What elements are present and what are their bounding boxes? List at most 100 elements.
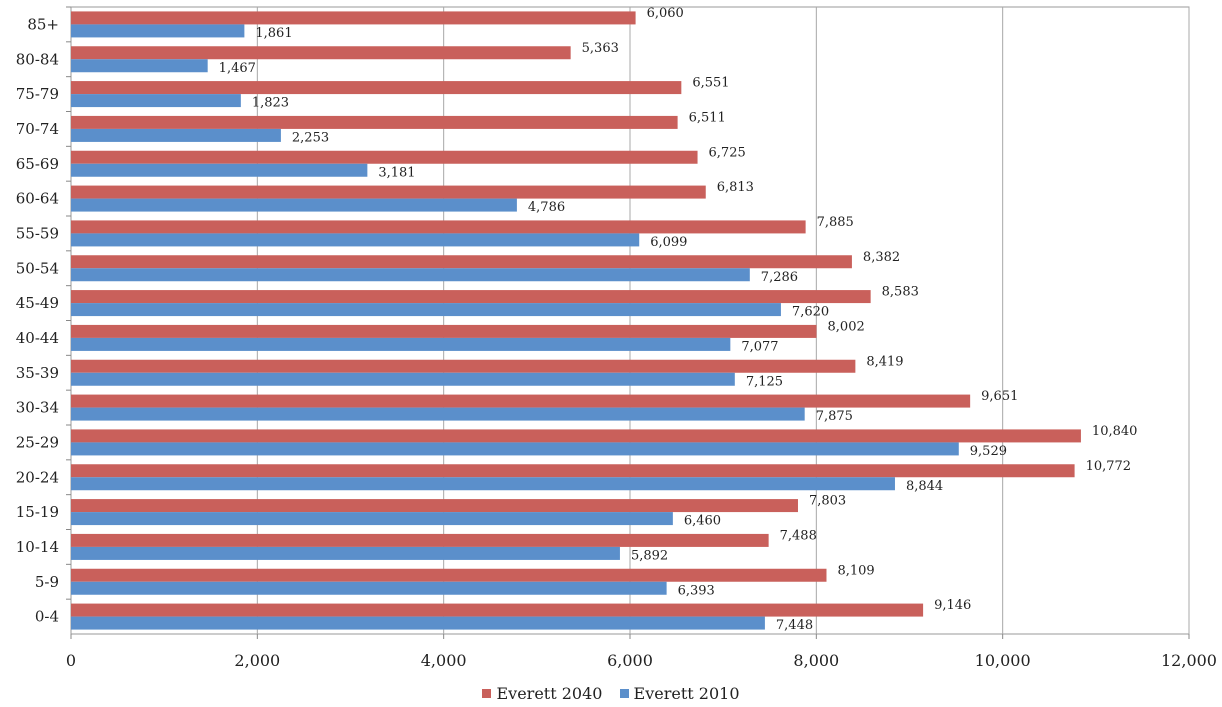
y-tick-label: 50-54 xyxy=(16,259,59,277)
bar-2010 xyxy=(71,94,241,108)
bar-2040 xyxy=(71,499,798,513)
bar-2010 xyxy=(71,163,368,177)
bar-2040 xyxy=(71,46,571,60)
data-label-2010: 5,892 xyxy=(631,548,668,563)
bar-2040 xyxy=(71,324,817,338)
bar-2040 xyxy=(71,255,852,269)
legend-swatch-2040 xyxy=(482,689,492,698)
y-tick-label: 85+ xyxy=(27,15,59,33)
data-label-2040: 8,382 xyxy=(863,250,900,265)
y-tick-label: 40-44 xyxy=(16,329,59,347)
y-tick-label: 10-14 xyxy=(16,538,59,556)
bar-2010 xyxy=(71,268,750,282)
bar-2010 xyxy=(71,407,805,421)
bar-2010 xyxy=(71,616,765,630)
bar-2010 xyxy=(71,24,245,38)
data-label-2010: 7,286 xyxy=(761,270,798,285)
data-label-2040: 6,060 xyxy=(647,6,684,21)
data-label-2010: 7,620 xyxy=(792,305,829,320)
x-tick-label: 8,000 xyxy=(793,651,839,670)
data-label-2010: 3,181 xyxy=(378,165,415,180)
data-label-2010: 7,448 xyxy=(776,618,813,633)
data-label-2040: 8,419 xyxy=(866,354,903,369)
y-tick-label: 75-79 xyxy=(16,85,59,103)
bar-2040 xyxy=(71,290,871,304)
y-tick-label: 5-9 xyxy=(35,573,59,591)
y-tick-label: 60-64 xyxy=(16,190,59,208)
x-tick-label: 0 xyxy=(66,651,76,670)
x-tick-label: 6,000 xyxy=(607,651,653,670)
data-label-2010: 7,875 xyxy=(816,409,853,424)
x-tick-label: 12,000 xyxy=(1161,651,1217,670)
bar-2040 xyxy=(71,533,769,547)
data-label-2010: 6,099 xyxy=(650,235,687,250)
legend-label-2040: Everett 2040 xyxy=(496,684,603,703)
bar-2010 xyxy=(71,372,735,386)
y-tick-label: 45-49 xyxy=(16,294,59,312)
data-label-2040: 6,511 xyxy=(689,110,726,125)
data-label-2040: 7,885 xyxy=(817,215,854,230)
data-label-2040: 7,803 xyxy=(809,494,846,509)
bar-2010 xyxy=(71,128,281,142)
y-tick-label: 20-24 xyxy=(16,468,59,486)
legend: Everett 2040 Everett 2010 xyxy=(0,684,1222,703)
bar-2010 xyxy=(71,59,208,73)
y-tick-label: 0-4 xyxy=(35,608,59,626)
bar-2040 xyxy=(71,220,806,234)
data-label-2010: 9,529 xyxy=(970,444,1007,459)
x-tick-label: 2,000 xyxy=(234,651,280,670)
bar-2040 xyxy=(71,185,706,199)
y-tick-label: 55-59 xyxy=(16,224,59,242)
y-tick-label: 65-69 xyxy=(16,155,59,173)
bar-2040 xyxy=(71,568,827,582)
bar-2010 xyxy=(71,512,673,526)
y-tick-label: 25-29 xyxy=(16,433,59,451)
bar-2040 xyxy=(71,11,636,25)
y-tick-label: 15-19 xyxy=(16,503,59,521)
bar-2010 xyxy=(71,477,895,491)
y-tick-label: 70-74 xyxy=(16,120,59,138)
data-label-2010: 6,393 xyxy=(678,583,715,598)
bar-2040 xyxy=(71,150,698,164)
bar-2010 xyxy=(71,581,667,595)
data-label-2040: 9,651 xyxy=(981,389,1018,404)
data-label-2010: 8,844 xyxy=(906,479,943,494)
bar-2040 xyxy=(71,394,971,408)
data-label-2040: 8,002 xyxy=(828,319,865,334)
bar-2010 xyxy=(71,442,959,456)
bar-2010 xyxy=(71,546,620,560)
legend-item-2040: Everett 2040 xyxy=(482,684,602,703)
legend-label-2010: Everett 2010 xyxy=(633,684,740,703)
bar-2040 xyxy=(71,429,1081,443)
y-tick-label: 35-39 xyxy=(16,364,59,382)
bar-2010 xyxy=(71,198,517,212)
data-label-2040: 8,583 xyxy=(882,285,919,300)
data-label-2010: 1,861 xyxy=(255,26,292,41)
x-tick-label: 4,000 xyxy=(421,651,467,670)
data-label-2040: 6,551 xyxy=(692,76,729,91)
y-tick-label: 30-34 xyxy=(16,399,59,417)
bar-2040 xyxy=(71,359,856,373)
data-label-2010: 7,077 xyxy=(741,339,778,354)
bar-2040 xyxy=(71,115,678,129)
data-label-2040: 7,488 xyxy=(780,528,817,543)
bar-2010 xyxy=(71,303,781,317)
bar-2010 xyxy=(71,233,640,247)
bar-2040 xyxy=(71,81,682,95)
data-label-2040: 8,109 xyxy=(837,563,874,578)
legend-swatch-2010 xyxy=(619,689,629,698)
y-tick-label: 80-84 xyxy=(16,50,59,68)
data-label-2040: 10,840 xyxy=(1092,424,1138,439)
data-label-2040: 9,146 xyxy=(934,598,971,613)
data-label-2040: 5,363 xyxy=(582,41,619,56)
data-label-2040: 10,772 xyxy=(1086,459,1132,474)
bar-2040 xyxy=(71,603,924,617)
data-label-2010: 1,823 xyxy=(252,96,289,111)
data-label-2010: 2,253 xyxy=(292,130,329,145)
bar-2010 xyxy=(71,337,731,351)
data-label-2040: 6,725 xyxy=(709,145,746,160)
data-label-2040: 6,813 xyxy=(717,180,754,195)
data-label-2010: 4,786 xyxy=(528,200,565,215)
data-label-2010: 1,467 xyxy=(219,61,256,76)
